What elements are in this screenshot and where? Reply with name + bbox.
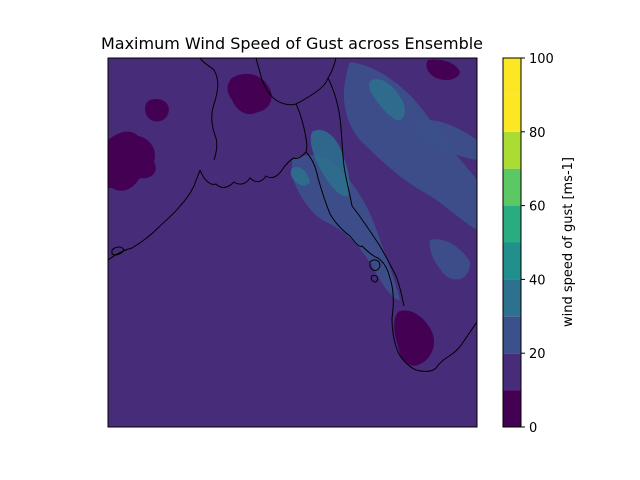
map-panel [108, 58, 477, 427]
strong-band-northeast [369, 79, 405, 121]
colorbar-cell-80 [503, 94, 521, 132]
coastline-myanmar-west [305, 151, 437, 372]
border-north-1 [199, 58, 219, 161]
colorbar-ticks: 0 20 40 60 80 100 [521, 52, 554, 436]
island-cheduba [111, 246, 125, 256]
colorbar-tick-label: 20 [529, 347, 546, 362]
colorbar-cell-20 [503, 316, 521, 354]
low-wind-patch-west [108, 131, 156, 191]
colorbar-tick-label: 0 [529, 421, 537, 436]
low-wind-patches [108, 59, 460, 366]
colorbar-cell-90 [503, 58, 521, 95]
colorbar-tick-label: 100 [529, 52, 554, 67]
colorbar-cell-70 [503, 131, 521, 169]
low-wind-patch-northeast [426, 59, 460, 80]
moderate-band-northeast [343, 62, 477, 230]
colorbar-cell-60 [503, 168, 521, 206]
border-east [351, 205, 405, 307]
colorbar-tick-label: 40 [529, 273, 546, 288]
strong-wind-bands [290, 79, 405, 197]
coastline-india-west [108, 169, 201, 261]
colorbar-cell-50 [503, 205, 521, 243]
colorbar-label: wind speed of gust [ms-1] [561, 157, 576, 327]
colorbar-frame [502, 57, 522, 428]
island-small [370, 275, 379, 283]
moderate-band-lower-east [429, 239, 470, 280]
low-wind-patch-northwest [145, 98, 169, 122]
colorbar-cells [503, 58, 521, 427]
border-myanmar-inner [327, 77, 353, 207]
chart-title: Maximum Wind Speed of Gust across Ensemb… [101, 34, 483, 53]
moderate-band-coastal [292, 155, 400, 300]
island-andaman [369, 259, 381, 271]
coastlines [108, 58, 477, 372]
strong-band-delta [310, 129, 350, 197]
low-wind-patch-north [227, 73, 272, 115]
colorbar-cell-40 [503, 242, 521, 280]
moderate-band-east [416, 119, 477, 160]
colorbar: 0 20 40 60 80 100 wind speed of gust [ms-1] [502, 52, 576, 436]
low-wind-patch-southeast [394, 310, 435, 366]
border-bangladesh-east [295, 103, 308, 153]
colorbar-tick-label: 80 [529, 126, 546, 141]
colorbar-cell-0 [503, 390, 521, 427]
colorbar-tick-label: 60 [529, 200, 546, 215]
colorbar-cell-30 [503, 279, 521, 317]
moderate-wind-bands [292, 62, 477, 300]
strong-band-coast [290, 166, 310, 186]
colorbar-cell-10 [503, 353, 521, 391]
map-frame [107, 57, 478, 428]
coastline-myanmar-south [435, 321, 477, 369]
coastline-delta [199, 151, 307, 189]
